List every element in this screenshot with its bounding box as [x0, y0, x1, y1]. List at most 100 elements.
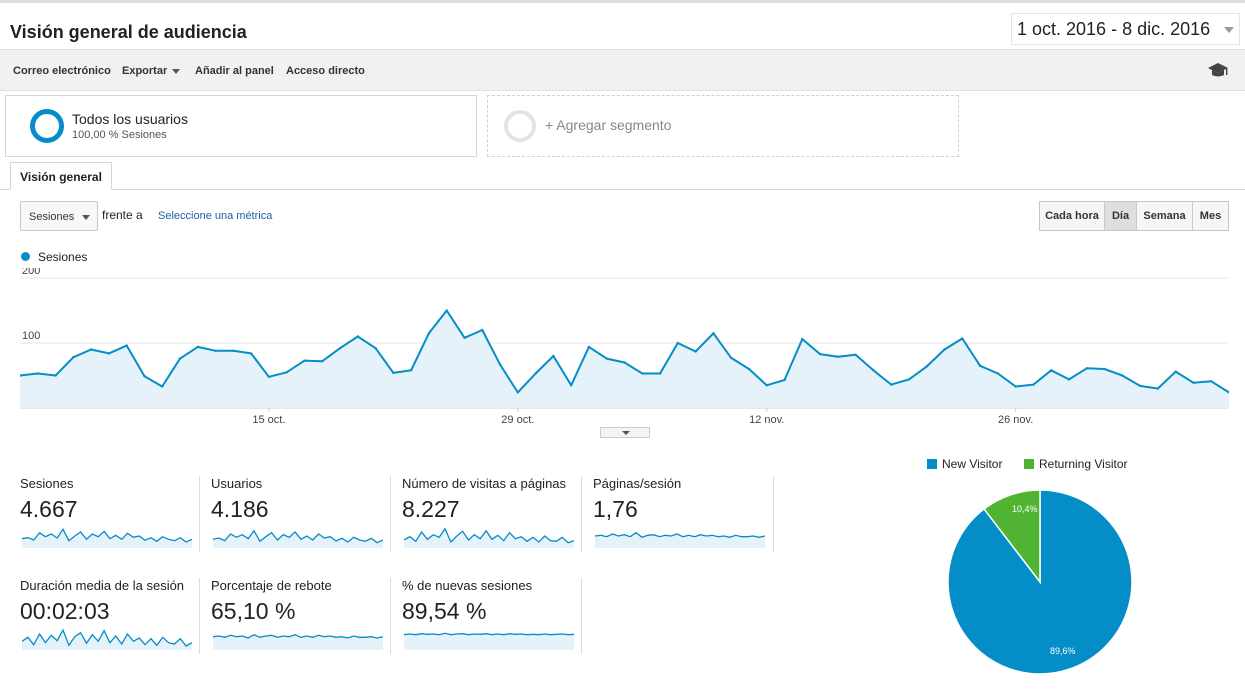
- data-point[interactable]: [1121, 374, 1124, 377]
- data-point[interactable]: [214, 349, 217, 352]
- granularity-month-button[interactable]: Mes: [1192, 201, 1229, 231]
- data-point[interactable]: [1032, 383, 1035, 386]
- data-point[interactable]: [161, 385, 164, 388]
- data-point[interactable]: [143, 375, 146, 378]
- data-point[interactable]: [72, 356, 75, 359]
- data-point[interactable]: [552, 354, 555, 358]
- metric-tile-bounce-rate[interactable]: Porcentaje de rebote 65,10 %: [211, 578, 391, 658]
- email-button[interactable]: Correo electrónico: [13, 65, 111, 77]
- data-point[interactable]: [249, 352, 253, 355]
- data-point[interactable]: [818, 352, 822, 356]
- metric-select[interactable]: Sesiones: [20, 201, 98, 231]
- date-range-picker[interactable]: 1 oct. 2016 - 8 dic. 2016: [1011, 13, 1240, 45]
- chart-collapse-handle[interactable]: [600, 427, 650, 438]
- data-point[interactable]: [1067, 378, 1071, 381]
- data-point[interactable]: [801, 337, 804, 341]
- data-point[interactable]: [765, 384, 768, 387]
- data-point[interactable]: [1014, 385, 1017, 388]
- data-point[interactable]: [20, 374, 22, 377]
- data-point[interactable]: [338, 347, 342, 350]
- data-point[interactable]: [978, 364, 982, 367]
- metric-tile-new-sessions[interactable]: % de nuevas sesiones 89,54 %: [402, 578, 582, 658]
- data-point[interactable]: [783, 378, 786, 382]
- data-point[interactable]: [1138, 384, 1142, 388]
- data-point[interactable]: [872, 369, 875, 372]
- data-point[interactable]: [498, 363, 502, 366]
- add-segment-button[interactable]: + Agregar segmento: [487, 95, 959, 157]
- data-point[interactable]: [409, 369, 413, 372]
- tab-bar-line: [0, 189, 1245, 190]
- data-point[interactable]: [516, 391, 519, 394]
- pie-legend-new[interactable]: New Visitor: [927, 457, 1002, 471]
- data-point[interactable]: [285, 371, 288, 374]
- data-point[interactable]: [658, 372, 662, 375]
- metric-tile-pageviews[interactable]: Número de visitas a páginas 8.227: [402, 476, 582, 556]
- metric-tile-avg-session-duration[interactable]: Duración media de la sesión 00:02:03: [20, 578, 200, 658]
- data-point[interactable]: [178, 357, 182, 360]
- data-point[interactable]: [196, 345, 199, 349]
- data-point[interactable]: [1085, 367, 1089, 370]
- data-point[interactable]: [125, 344, 128, 347]
- granularity-day-button[interactable]: Día: [1104, 201, 1137, 231]
- granularity-hourly-button[interactable]: Cada hora: [1039, 201, 1105, 231]
- data-point[interactable]: [1156, 387, 1160, 390]
- segment-all-users[interactable]: Todos los usuarios 100,00 % Sesiones: [5, 95, 477, 157]
- data-point[interactable]: [321, 360, 324, 363]
- data-point[interactable]: [570, 384, 573, 387]
- data-point[interactable]: [836, 355, 840, 358]
- data-point[interactable]: [623, 361, 626, 364]
- data-point[interactable]: [1174, 370, 1177, 373]
- data-point[interactable]: [712, 332, 715, 335]
- data-point[interactable]: [267, 375, 271, 378]
- sparkline-line: [404, 527, 574, 544]
- pie-slice-returning-visitor[interactable]: [983, 489, 1041, 585]
- data-point[interactable]: [481, 328, 484, 332]
- data-point[interactable]: [1103, 367, 1106, 371]
- data-point[interactable]: [107, 352, 111, 355]
- metric-value: 65,10 %: [211, 598, 296, 624]
- data-point[interactable]: [89, 348, 93, 351]
- data-point[interactable]: [374, 347, 377, 350]
- data-point[interactable]: [641, 372, 644, 375]
- data-point[interactable]: [54, 374, 57, 377]
- data-point[interactable]: [996, 372, 1000, 375]
- data-point[interactable]: [1227, 391, 1229, 394]
- data-point[interactable]: [730, 356, 733, 360]
- data-point[interactable]: [427, 332, 431, 335]
- metric-tile-users[interactable]: Usuarios 4.186: [211, 476, 391, 556]
- data-point[interactable]: [676, 341, 679, 345]
- sparkline-line: [213, 633, 383, 639]
- data-point[interactable]: [605, 357, 608, 360]
- data-point[interactable]: [747, 367, 751, 371]
- export-button[interactable]: Exportar: [122, 65, 181, 77]
- data-point[interactable]: [907, 378, 911, 381]
- data-point[interactable]: [1210, 380, 1213, 383]
- tab-overview[interactable]: Visión general: [10, 162, 112, 190]
- data-point[interactable]: [36, 372, 39, 375]
- data-point[interactable]: [463, 336, 466, 339]
- metric-tile-sessions[interactable]: Sesiones 4.667: [20, 476, 200, 556]
- data-point[interactable]: [943, 348, 946, 351]
- data-point[interactable]: [232, 349, 235, 352]
- select-metric-link[interactable]: Seleccione una métrica: [158, 210, 273, 222]
- data-point[interactable]: [303, 359, 306, 362]
- data-point[interactable]: [961, 337, 964, 340]
- pie-legend-returning[interactable]: Returning Visitor: [1024, 457, 1128, 471]
- data-point[interactable]: [925, 365, 928, 368]
- metric-tile-pages-per-session[interactable]: Páginas/sesión 1,76: [593, 476, 773, 556]
- data-point[interactable]: [356, 335, 359, 338]
- data-point[interactable]: [890, 383, 893, 386]
- metric-label: Duración media de la sesión: [20, 578, 185, 593]
- data-point[interactable]: [694, 350, 697, 353]
- graduation-cap-icon[interactable]: [1207, 61, 1229, 79]
- data-point[interactable]: [587, 345, 591, 349]
- data-point[interactable]: [392, 371, 395, 375]
- granularity-week-button[interactable]: Semana: [1136, 201, 1193, 231]
- data-point[interactable]: [1192, 381, 1195, 384]
- data-point[interactable]: [534, 372, 537, 375]
- data-point[interactable]: [854, 353, 857, 356]
- data-point[interactable]: [445, 309, 448, 312]
- add-to-dashboard-button[interactable]: Añadir al panel: [195, 65, 274, 77]
- shortcut-button[interactable]: Acceso directo: [286, 65, 365, 77]
- data-point[interactable]: [1050, 369, 1053, 372]
